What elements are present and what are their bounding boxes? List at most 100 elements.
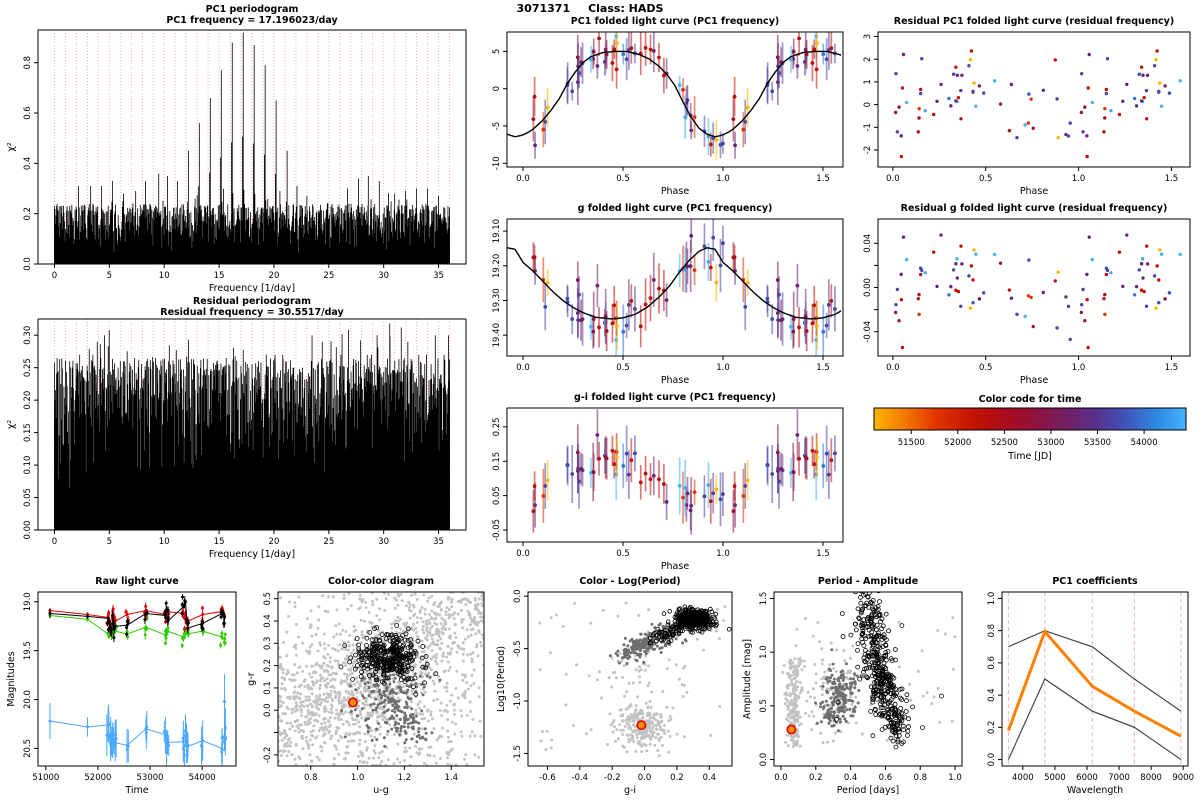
svg-text:19.5: 19.5 (23, 641, 33, 660)
svg-text:5: 5 (107, 537, 112, 547)
svg-text:-0.2: -0.2 (604, 773, 621, 783)
svg-text:30: 30 (378, 271, 389, 281)
svg-text:0.5: 0.5 (616, 549, 630, 559)
svg-text:-0.2: -0.2 (263, 747, 273, 764)
svg-text:0.0: 0.0 (774, 773, 788, 783)
svg-text:0.4: 0.4 (844, 773, 858, 783)
svg-text:0.5: 0.5 (616, 174, 630, 184)
svg-text:53500: 53500 (1084, 438, 1111, 448)
svg-text:0.8: 0.8 (304, 773, 318, 783)
pc1-periodogram-panel: 0 5 10 15 20 25 30 35 0.0 0.2 0.4 0.6 0.8 PC1 periodo… (2, 0, 480, 292)
svg-text:0.4: 0.4 (23, 157, 33, 171)
svg-text:0.0: 0.0 (886, 174, 900, 184)
svg-text:1.0: 1.0 (716, 363, 730, 373)
svg-text:0.0: 0.0 (638, 773, 652, 783)
svg-text:Residual frequency = 30.5517/d: Residual frequency = 30.5517/day (160, 307, 344, 318)
svg-text:Frequency [1/day]: Frequency [1/day] (209, 549, 295, 560)
svg-text:0.3: 0.3 (263, 637, 273, 651)
svg-text:10: 10 (159, 537, 170, 547)
svg-text:0.6: 0.6 (879, 773, 893, 783)
svg-text:0.0: 0.0 (987, 753, 997, 767)
color-color-diagram-panel: 0.8 1.0 1.2 1.4 -0.2 0.0 0.1 0.2 0.3 0.4 0.5 Color-… (244, 572, 492, 800)
svg-text:0.0: 0.0 (23, 257, 33, 271)
svg-text:0.0: 0.0 (516, 174, 530, 184)
svg-text:53000: 53000 (137, 773, 164, 783)
svg-text:5: 5 (107, 271, 112, 281)
svg-text:Color code for time: Color code for time (979, 394, 1082, 405)
svg-text:0.2: 0.2 (809, 773, 823, 783)
svg-text:19.0: 19.0 (23, 592, 33, 611)
svg-text:3: 3 (863, 34, 873, 39)
svg-text:-1.5: -1.5 (513, 745, 523, 762)
svg-text:0.8: 0.8 (913, 773, 927, 783)
svg-text:0.0: 0.0 (516, 363, 530, 373)
svg-text:0.05: 0.05 (23, 488, 33, 507)
svg-text:-0.5: -0.5 (513, 640, 523, 657)
svg-text:0.6: 0.6 (987, 656, 997, 670)
svg-text:19.10: 19.10 (492, 219, 502, 243)
svg-text:5: 5 (492, 49, 502, 54)
svg-text:0.0: 0.0 (516, 549, 530, 559)
svg-text:4000: 4000 (1012, 773, 1034, 783)
svg-text:1.2: 1.2 (398, 773, 412, 783)
class-label: Class: HADS (588, 2, 664, 15)
svg-text:χ²: χ² (6, 142, 17, 151)
svg-text:g-i: g-i (624, 785, 636, 796)
svg-text:0.30: 0.30 (23, 326, 33, 345)
svg-text:PC1 folded light curve (PC1 fr: PC1 folded light curve (PC1 frequency) (571, 16, 779, 27)
svg-text:Wavelength: Wavelength (1067, 785, 1123, 796)
svg-text:Raw light curve: Raw light curve (95, 576, 178, 587)
svg-text:-0.04: -0.04 (863, 321, 873, 343)
svg-text:Time: Time (124, 785, 148, 796)
svg-text:Time [JD]: Time [JD] (1007, 451, 1052, 462)
svg-text:0.8: 0.8 (987, 624, 997, 638)
svg-text:Period - Amplitude: Period - Amplitude (818, 576, 918, 587)
svg-text:0.00: 0.00 (23, 521, 33, 540)
svg-text:25: 25 (323, 271, 334, 281)
svg-text:Phase: Phase (661, 561, 690, 572)
svg-text:10: 10 (159, 271, 170, 281)
svg-text:0.0: 0.0 (759, 753, 769, 767)
star-id: 3071371 (516, 2, 571, 15)
svg-text:Magnitudes: Magnitudes (6, 651, 17, 706)
svg-text:0: 0 (492, 86, 502, 91)
svg-text:0.20: 0.20 (23, 391, 33, 410)
raw-light-curve-panel: 51000 52000 53000 54000 19.0 19.5 20.0 20.5 Raw … (2, 572, 242, 800)
svg-text:1.0: 1.0 (716, 549, 730, 559)
svg-text:Log10(Period): Log10(Period) (496, 646, 507, 712)
svg-text:Amplitude [mag]: Amplitude [mag] (742, 639, 753, 719)
svg-text:0.5: 0.5 (263, 592, 273, 606)
svg-text:0.5: 0.5 (979, 174, 993, 184)
pc1-folded-light-curve-panel: 0.0 0.5 1.0 1.5 -10 -5 0 5 PC1 folded light curv… (487, 0, 857, 197)
svg-text:1.0: 1.0 (1072, 363, 1086, 373)
svg-text:-2: -2 (863, 146, 873, 154)
svg-text:PC1 periodogram: PC1 periodogram (206, 4, 299, 15)
svg-text:0.10: 0.10 (23, 456, 33, 475)
svg-text:1.5: 1.5 (816, 549, 830, 559)
svg-text:Residual periodogram: Residual periodogram (193, 296, 311, 307)
svg-text:6000: 6000 (1076, 773, 1098, 783)
svg-text:19.20: 19.20 (492, 254, 502, 278)
svg-text:Period [days]: Period [days] (837, 785, 899, 796)
svg-text:20: 20 (269, 271, 280, 281)
svg-text:0.00: 0.00 (863, 278, 873, 297)
svg-text:1.5: 1.5 (816, 363, 830, 373)
svg-text:Frequency [1/day]: Frequency [1/day] (209, 283, 295, 292)
time-colorbar: Color code for time 51500 52000 52500 53000 5… (860, 392, 1200, 470)
residual-pc1-folded-panel: 0.0 0.5 1.0 1.5 -2 -1 0 1 2 3 Residual PC1 folded … (860, 0, 1200, 197)
svg-text:-1.0: -1.0 (513, 693, 523, 710)
residual-g-folded-panel: 0.0 0.5 1.0 1.5 -0.04 0.00 0.04 Residual g fold… (860, 197, 1200, 386)
svg-text:0.25: 0.25 (23, 358, 33, 377)
svg-text:g-i folded light curve (PC1 fr: g-i folded light curve (PC1 frequency) (574, 392, 776, 403)
svg-text:0: 0 (863, 102, 873, 107)
svg-text:0.2: 0.2 (263, 659, 273, 673)
svg-text:χ²: χ² (6, 420, 17, 429)
svg-text:19.30: 19.30 (492, 288, 502, 312)
svg-text:53000: 53000 (1037, 438, 1064, 448)
svg-text:19.40: 19.40 (492, 323, 502, 347)
svg-text:-0.4: -0.4 (572, 773, 589, 783)
svg-text:1.0: 1.0 (987, 592, 997, 606)
svg-text:1.5: 1.5 (759, 592, 769, 606)
svg-text:0.25: 0.25 (492, 417, 502, 436)
